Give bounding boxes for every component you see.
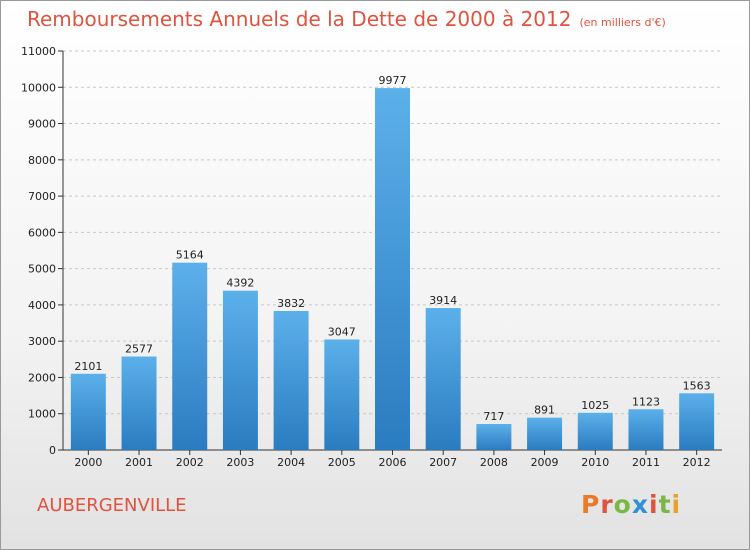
data-label: 3047 — [328, 325, 356, 338]
bar — [70, 373, 106, 450]
proxiti-logo: Proxiti — [581, 490, 681, 519]
commune-name: AUBERGENVILLE — [37, 495, 187, 516]
logo-letter: r — [600, 490, 614, 519]
bar — [527, 417, 563, 450]
data-label: 1123 — [632, 395, 660, 408]
bar — [628, 409, 664, 450]
y-tick-label: 1000 — [28, 408, 56, 421]
x-tick-label: 2001 — [125, 456, 153, 469]
data-label: 891 — [534, 404, 555, 417]
data-label: 2577 — [125, 343, 153, 356]
y-tick-label: 11000 — [21, 45, 56, 58]
x-tick-label: 2010 — [581, 456, 609, 469]
data-label: 4392 — [226, 277, 254, 290]
y-tick-label: 8000 — [28, 154, 56, 167]
bar — [172, 262, 208, 450]
data-label: 3914 — [429, 294, 457, 307]
bar — [476, 423, 512, 450]
logo-letter: t — [658, 490, 672, 519]
x-tick-label: 2002 — [176, 456, 204, 469]
data-label: 1563 — [683, 379, 711, 392]
bar — [679, 393, 715, 450]
x-tick-label: 2008 — [480, 456, 508, 469]
x-tick-label: 2009 — [531, 456, 559, 469]
chart-subtitle: (en milliers d'€) — [579, 16, 666, 29]
x-tick-label: 2005 — [328, 456, 356, 469]
y-tick-label: 9000 — [28, 118, 56, 131]
bar — [375, 88, 410, 451]
x-tick-label: 2011 — [632, 456, 660, 469]
bars — [70, 88, 715, 451]
data-label: 717 — [483, 410, 504, 423]
y-tick-label: 2000 — [28, 371, 56, 384]
data-label: 2101 — [74, 360, 102, 373]
labels: 0 1000 2000 3000 4000 5000 6000 7000 8000 9000 100… — [21, 45, 711, 469]
title-text: Remboursements Annuels de la Dette de 20… — [27, 7, 572, 31]
logo-letter: i — [649, 490, 659, 519]
logo-letter: i — [671, 490, 682, 519]
bar — [121, 356, 157, 450]
y-tick-label: 6000 — [28, 226, 56, 239]
logo-letter: P — [581, 490, 601, 519]
logo-letter: o — [613, 490, 632, 519]
y-tick-label: 4000 — [28, 299, 56, 312]
data-label: 3832 — [277, 297, 305, 310]
x-tick-label: 2004 — [277, 456, 305, 469]
bar — [273, 311, 309, 450]
x-tick-label: 2003 — [226, 456, 254, 469]
x-tick-label: 2007 — [429, 456, 457, 469]
x-tick-label: 2012 — [683, 456, 711, 469]
bar — [222, 290, 258, 450]
bar — [577, 412, 613, 450]
y-tick-label: 3000 — [28, 335, 56, 348]
chart-title: Remboursements Annuels de la Dette de 20… — [27, 7, 666, 31]
x-tick-label: 2000 — [74, 456, 102, 469]
data-label: 1025 — [581, 399, 609, 412]
y-tick-label: 5000 — [28, 263, 56, 276]
y-tick-label: 7000 — [28, 190, 56, 203]
data-label: 5164 — [176, 249, 204, 262]
y-tick-label: 0 — [49, 444, 56, 457]
x-tick-label: 2006 — [379, 456, 407, 469]
y-tick-label: 10000 — [21, 81, 56, 94]
logo-letter: x — [631, 490, 649, 519]
data-label: 9977 — [379, 74, 407, 87]
bar — [425, 308, 461, 450]
bar — [324, 339, 360, 450]
